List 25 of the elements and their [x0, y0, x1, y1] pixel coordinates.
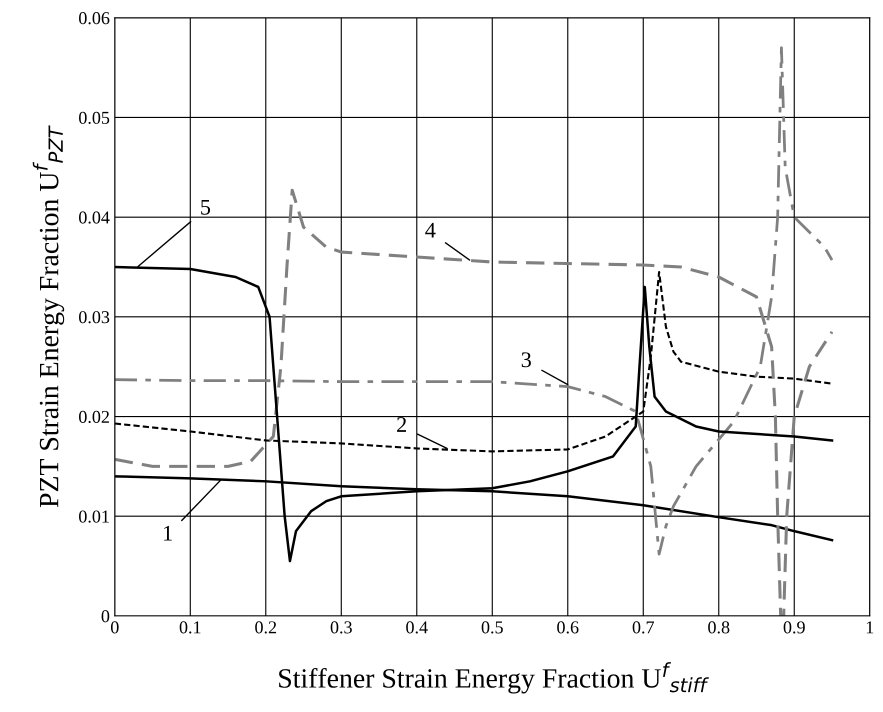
annotation: 2	[397, 417, 406, 432]
x-tick-label: 0.2	[255, 621, 276, 634]
x-tick-label: 0.9	[784, 621, 805, 634]
x-tick-label: 0.8	[708, 621, 730, 634]
y-tick-label: 0.05	[79, 112, 110, 124]
y-tick-label: 0.04	[79, 211, 110, 224]
y-tick-label: 0.02	[79, 410, 109, 424]
x-tick-label: 0.3	[330, 621, 352, 634]
x-tick-label: 0.5	[482, 621, 503, 634]
x-tick-label: 0.6	[557, 621, 579, 634]
x-axis-title: Stiffener Strain Energy Fraction U$^{f}$$_{stiff}$	[279, 662, 709, 694]
annotation: 3	[522, 352, 531, 368]
annotation: 5	[201, 200, 210, 215]
x-tick-label: 0.4	[406, 621, 428, 634]
x-tick-label: 0.1	[180, 621, 200, 634]
x-tick-label: 1	[866, 621, 874, 634]
x-tick-label: 0.7	[632, 621, 654, 634]
annotation: 4	[425, 222, 436, 238]
y-tick-label: 0	[102, 610, 110, 622]
x-tick-label: 0	[110, 621, 119, 634]
y-tick-label: 0.06	[79, 12, 110, 24]
annotation: 1	[164, 526, 172, 540]
y-tick-label: 0.01	[79, 510, 109, 523]
y-axis-title: PZT Strain Energy Fraction U$^{f}$$_{PZT}$	[32, 125, 64, 508]
y-tick-label: 0.03	[79, 311, 110, 324]
